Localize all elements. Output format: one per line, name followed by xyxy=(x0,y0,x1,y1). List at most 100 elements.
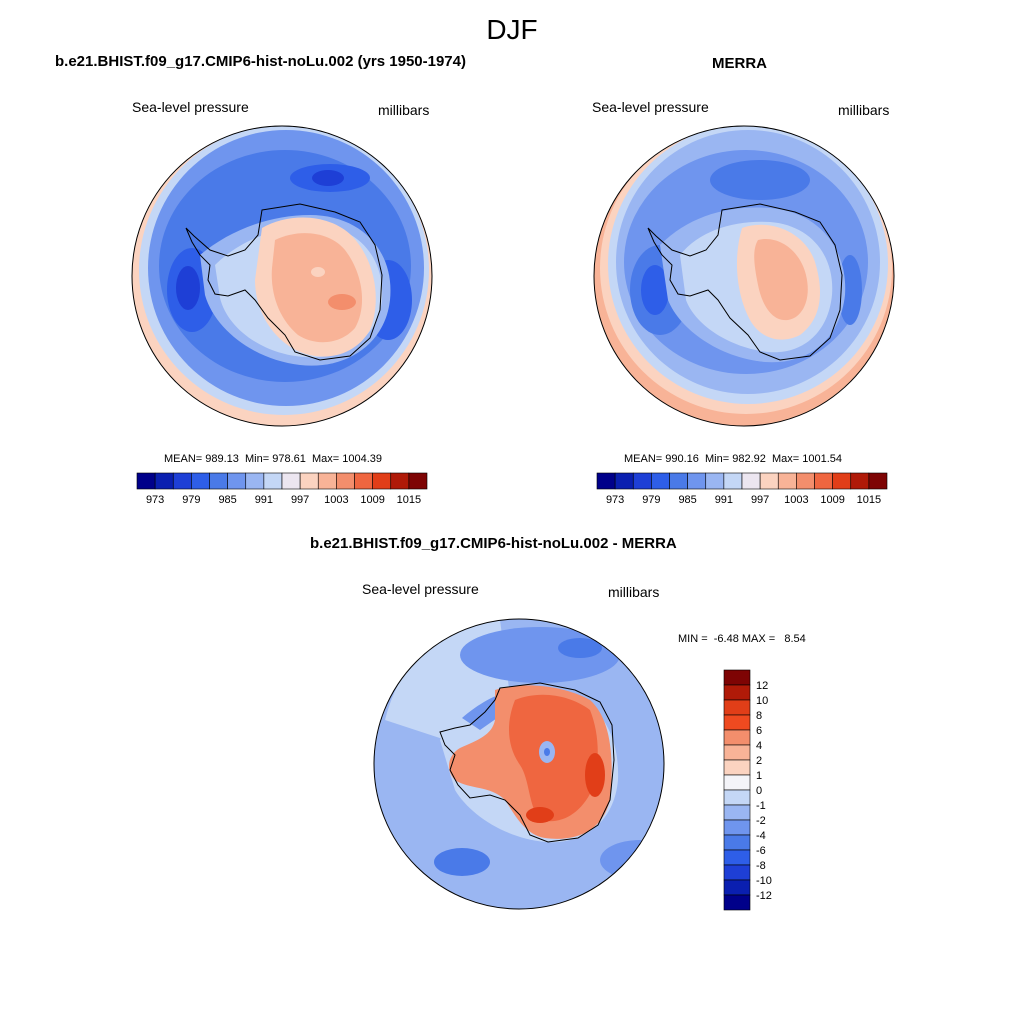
colorbar-tick-label: 991 xyxy=(715,494,733,506)
colorbar-swatch xyxy=(723,699,751,716)
model-map-border xyxy=(131,125,433,427)
colorbar-swatch xyxy=(723,834,751,851)
colorbar-swatch xyxy=(299,472,319,490)
colorbar-swatch xyxy=(390,472,410,490)
colorbar-tick-label: 1003 xyxy=(324,494,348,506)
colorbar-swatch xyxy=(723,879,751,896)
colorbar-swatch xyxy=(723,714,751,731)
colorbar-swatch xyxy=(154,472,174,490)
colorbar-swatch xyxy=(723,729,751,746)
diff-panel-title: b.e21.BHIST.f09_g17.CMIP6-hist-noLu.002 … xyxy=(310,535,677,552)
colorbar-tick-label: 973 xyxy=(146,494,164,506)
colorbar-tick-label: -6 xyxy=(756,845,766,857)
colorbar-swatch xyxy=(136,472,156,490)
colorbar-swatch xyxy=(723,894,751,911)
colorbar-swatch xyxy=(723,789,751,806)
diff-map-border xyxy=(373,618,665,910)
colorbar-swatch xyxy=(723,472,743,490)
colorbar-tick-label: 1 xyxy=(756,770,762,782)
colorbar-tick-label: 973 xyxy=(606,494,624,506)
colorbar-swatch xyxy=(723,744,751,761)
colorbar-swatch xyxy=(191,472,210,490)
colorbar-swatch xyxy=(317,472,337,490)
obs-panel-title: MERRA xyxy=(712,55,767,72)
model-stats: MEAN= 989.13 Min= 978.61 Max= 1004.39 xyxy=(164,453,383,465)
colorbar-swatch xyxy=(723,684,751,701)
colorbar-tick-label: 1015 xyxy=(857,494,881,506)
colorbar-tick-label: 991 xyxy=(255,494,273,506)
colorbar-swatch xyxy=(868,472,888,490)
colorbar-tick-label: 1003 xyxy=(784,494,808,506)
colorbar-swatch xyxy=(796,472,815,490)
colorbar-swatch xyxy=(632,472,652,490)
colorbar-tick-label: 8 xyxy=(756,710,762,722)
colorbar-swatch xyxy=(705,472,725,490)
model-units-label: millibars xyxy=(378,102,430,118)
colorbar-swatch xyxy=(723,819,751,836)
colorbar-swatch xyxy=(814,472,833,490)
colorbar-tick-label: 12 xyxy=(756,680,768,692)
colorbar-tick-label: 10 xyxy=(756,695,768,707)
colorbar-swatch xyxy=(614,472,634,490)
colorbar-tick-label: 2 xyxy=(756,755,762,767)
colorbar-swatch xyxy=(651,472,670,490)
colorbar-tick-label: 0 xyxy=(756,785,762,797)
colorbar-swatch xyxy=(723,849,751,866)
colorbar-tick-label: 979 xyxy=(642,494,660,506)
colorbar-swatch xyxy=(723,864,751,881)
colorbar-swatch xyxy=(408,472,428,490)
colorbar-tick-label: 4 xyxy=(756,740,762,752)
colorbar-swatch xyxy=(172,472,192,490)
colorbar-tick-label: -8 xyxy=(756,860,766,872)
colorbar-tick-label: -12 xyxy=(756,890,772,902)
colorbar-swatch xyxy=(336,472,355,490)
colorbar-tick-label: -10 xyxy=(756,875,772,887)
colorbar-tick-label: 979 xyxy=(182,494,200,506)
colorbar-tick-label: 1009 xyxy=(360,494,384,506)
colorbar-swatch xyxy=(723,774,751,791)
colorbar-swatch xyxy=(723,759,751,776)
obs-colorbar: 973 979 985 991 997 1003 1009 1015 xyxy=(596,472,888,506)
diff-variable-label: Sea-level pressure xyxy=(362,581,479,597)
colorbar-swatch xyxy=(209,472,228,490)
diff-map xyxy=(374,619,664,909)
colorbar-swatch xyxy=(723,669,751,686)
colorbar-swatch xyxy=(245,472,265,490)
colorbar-swatch xyxy=(354,472,373,490)
colorbar-swatch xyxy=(832,472,852,490)
colorbar-swatch xyxy=(669,472,688,490)
colorbar-swatch xyxy=(687,472,707,490)
colorbar-tick-label: 985 xyxy=(678,494,696,506)
model-variable-label: Sea-level pressure xyxy=(132,99,249,115)
colorbar-swatch xyxy=(759,472,779,490)
diff-stats: MIN = -6.48 MAX = 8.54 xyxy=(678,633,806,645)
obs-variable-label: Sea-level pressure xyxy=(592,99,709,115)
colorbar-tick-label: -4 xyxy=(756,830,766,842)
colorbar-swatch xyxy=(723,804,751,821)
colorbar-tick-label: -2 xyxy=(756,815,766,827)
colorbar-tick-label: 997 xyxy=(291,494,309,506)
diff-units-label: millibars xyxy=(608,584,660,600)
colorbar-tick-label: 1015 xyxy=(397,494,421,506)
colorbar-tick-label: 6 xyxy=(756,725,762,737)
colorbar-tick-label: -1 xyxy=(756,800,766,812)
obs-map-border xyxy=(593,125,895,427)
page-title: DJF xyxy=(486,14,538,45)
colorbar-swatch xyxy=(777,472,797,490)
colorbar-swatch xyxy=(850,472,870,490)
model-map xyxy=(132,126,432,426)
obs-map xyxy=(594,126,894,426)
colorbar-swatch xyxy=(372,472,392,490)
colorbar-swatch xyxy=(227,472,247,490)
model-colorbar: 973 979 985 991 997 1003 1009 1015 xyxy=(136,472,428,506)
colorbar-tick-label: 1009 xyxy=(820,494,844,506)
colorbar-swatch xyxy=(596,472,616,490)
colorbar-tick-label: 997 xyxy=(751,494,769,506)
colorbar-tick-label: 985 xyxy=(218,494,236,506)
colorbar-swatch xyxy=(281,472,301,490)
model-panel-title: b.e21.BHIST.f09_g17.CMIP6-hist-noLu.002 … xyxy=(55,53,466,70)
colorbar-swatch xyxy=(741,472,761,490)
obs-stats: MEAN= 990.16 Min= 982.92 Max= 1001.54 xyxy=(624,453,843,465)
colorbar-swatch xyxy=(263,472,283,490)
